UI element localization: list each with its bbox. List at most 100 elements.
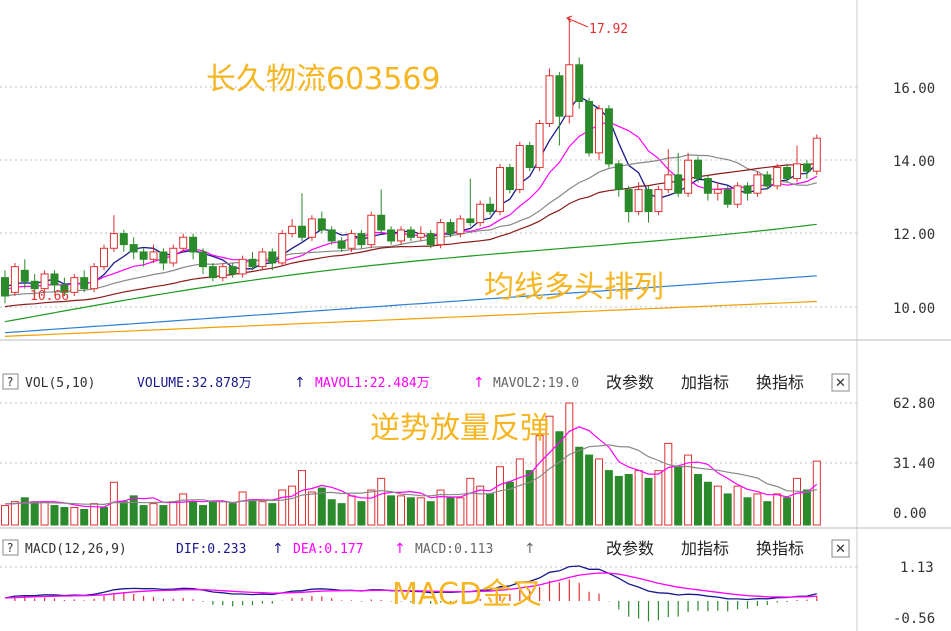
vol-indicator-name[interactable]: VOL(5,10): [25, 376, 95, 391]
add-indicator-button[interactable]: 加指标: [681, 539, 729, 558]
volume-bar: [100, 507, 108, 526]
candle: [1, 270, 9, 304]
macd-value: MACD:0.113: [415, 542, 493, 557]
volume-bar: [713, 485, 722, 526]
switch-indicator-button[interactable]: 换指标: [756, 373, 804, 392]
peak-label: 17.92: [589, 22, 628, 37]
candle: [149, 244, 158, 263]
edit-params-button[interactable]: 改参数: [606, 373, 654, 392]
close-button-box[interactable]: [831, 539, 850, 558]
candle: [199, 248, 207, 274]
volume-bar: [60, 507, 69, 526]
candle: [535, 119, 544, 172]
candle: [604, 105, 613, 168]
candle: [505, 163, 514, 194]
candle: [476, 200, 485, 227]
volume-bar: [10, 501, 19, 526]
help-icon[interactable]: ?: [7, 541, 13, 555]
candle: [337, 237, 346, 252]
volume-bar: [525, 470, 534, 526]
volume-bar: [634, 470, 643, 526]
close-button-box[interactable]: [831, 373, 850, 392]
candle: [208, 262, 217, 282]
macd-lines: [4, 565, 817, 601]
macd-tick: -0.56: [893, 611, 935, 627]
volume-bar: [337, 503, 346, 526]
volume-bar: [268, 503, 277, 526]
close-icon[interactable]: ✕: [835, 542, 846, 557]
candle: [228, 262, 237, 278]
candle: [357, 229, 366, 249]
candle: [268, 248, 277, 271]
volume-tick: 62.80: [893, 396, 935, 412]
volume-bar: [486, 493, 495, 526]
volume-bar: [228, 503, 237, 526]
candle: [733, 182, 742, 208]
candle: [327, 226, 336, 245]
overlay-macd-note: MACD金叉: [392, 577, 542, 612]
volume-bar: [258, 501, 267, 526]
volume-bar: [476, 485, 485, 526]
add-indicator-button[interactable]: 加指标: [681, 373, 729, 392]
volume-header: ? VOL(5,10) VOLUME:32.878万 ↑ MAVOL1:22.4…: [2, 373, 850, 392]
help-icon[interactable]: ?: [7, 375, 13, 389]
candle: [555, 72, 564, 146]
volume-bar: [119, 501, 128, 526]
volume-bar: [426, 501, 435, 526]
candle: [783, 163, 792, 183]
volume-bar: [783, 497, 792, 526]
candle: [486, 196, 495, 216]
volume-bar: [505, 481, 514, 526]
candle: [585, 97, 594, 157]
candle: [545, 68, 554, 128]
volume-bar: [604, 470, 613, 526]
candle: [793, 145, 801, 183]
volume-bar: [208, 501, 217, 526]
arrow-icon: ↑: [272, 541, 284, 557]
switch-indicator-button[interactable]: 换指标: [756, 539, 804, 558]
ma10-line: [4, 121, 818, 290]
volume-bar: [565, 402, 574, 526]
volume-bar: [1, 505, 9, 526]
volume-bar: [812, 460, 821, 526]
candle: [456, 215, 465, 238]
volume-bar: [575, 446, 584, 526]
macd-header: ? MACD(12,26,9) DIF:0.233 ↑ DEA:0.177 ↑ …: [2, 539, 850, 558]
volume-bar: [317, 487, 326, 526]
candle: [743, 182, 752, 201]
candle: [50, 270, 59, 293]
volume-bar: [694, 473, 702, 526]
edit-params-button[interactable]: 改参数: [606, 539, 654, 558]
volume-bar: [703, 481, 712, 526]
volume-bar: [179, 493, 188, 526]
macd-histogram: [14, 579, 818, 622]
volume-bar: [496, 466, 504, 526]
volume-bar: [377, 477, 386, 526]
candle: [496, 163, 504, 216]
candle: [109, 215, 118, 252]
close-icon[interactable]: ✕: [835, 376, 846, 391]
macd-axis-labels: 1.13 -0.56: [893, 560, 935, 627]
dif-value: DIF:0.233: [176, 542, 246, 557]
help-icon-box[interactable]: [2, 373, 19, 390]
candle: [713, 182, 722, 201]
peak-annotation: 17.92: [566, 15, 628, 37]
volume-bar: [80, 508, 89, 526]
candle: [307, 215, 316, 241]
volume-bar: [555, 431, 564, 526]
low-label: 10.66: [30, 289, 69, 304]
volume-bar: [793, 477, 801, 526]
volume-bar: [545, 415, 554, 526]
candle: [377, 189, 386, 234]
volume-bar: [30, 501, 39, 526]
volume-bar: [367, 489, 376, 526]
volume-axis-labels: 62.80 31.40 0.00: [893, 396, 935, 522]
candle: [624, 185, 633, 223]
volume-bar: [644, 477, 653, 526]
macd-indicator-name[interactable]: MACD(12,26,9): [25, 542, 127, 557]
volume-bar: [535, 435, 544, 526]
help-icon-box[interactable]: [2, 539, 19, 556]
volume-bar: [218, 501, 227, 526]
candle: [802, 160, 811, 179]
